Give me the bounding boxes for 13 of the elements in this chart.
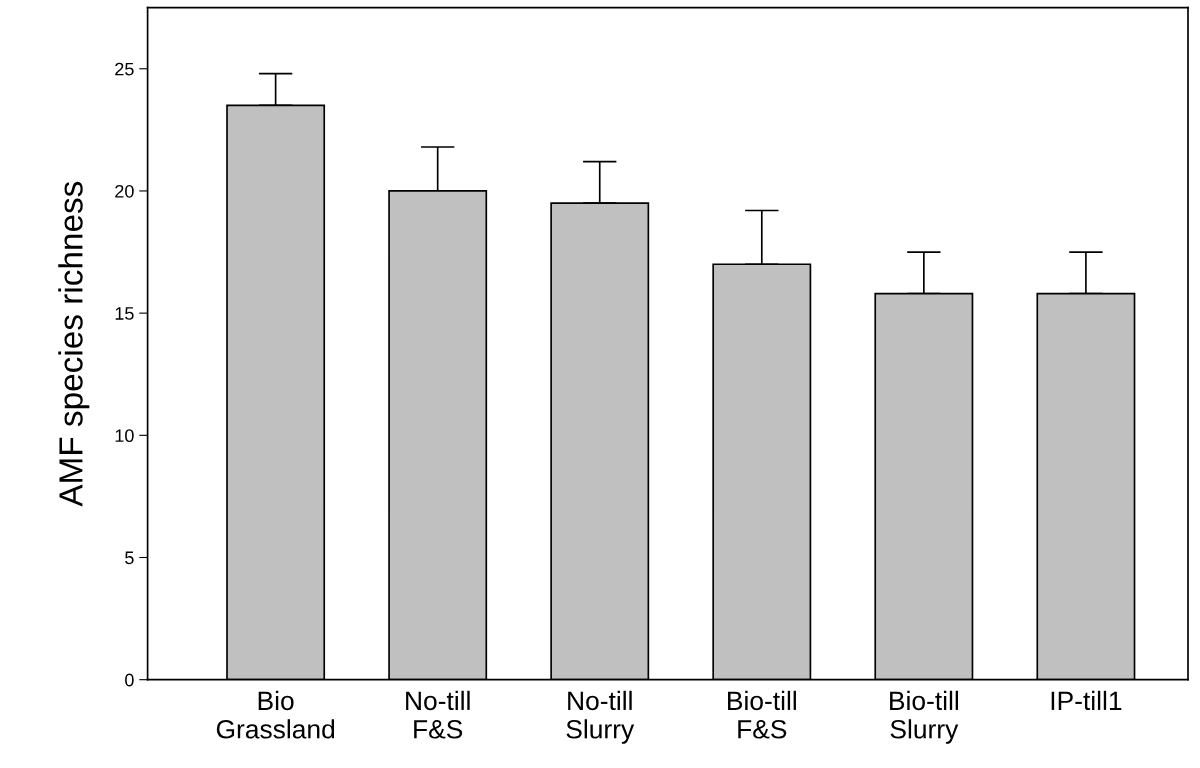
x-tick-label: No-till F&S <box>406 690 470 739</box>
y-tick-label: 15 <box>115 307 134 320</box>
y-tick-label: 25 <box>115 62 134 76</box>
x-tick-label: No-till Slurry <box>566 690 635 744</box>
x-tick-label: Bio-till F&S <box>728 690 796 739</box>
y-tick-label: 0 <box>125 673 134 687</box>
y-tick-label: 5 <box>125 551 134 565</box>
y-tick-label: 10 <box>115 429 134 443</box>
x-tick-label: Bio Grassland <box>216 690 335 739</box>
y-tick-label: 20 <box>115 184 134 198</box>
y-axis-title: AMF species richness <box>58 181 90 507</box>
x-tick-label: IP-till1 <box>1051 690 1122 711</box>
x-tick-label: Bio-till Slurry <box>890 690 959 744</box>
